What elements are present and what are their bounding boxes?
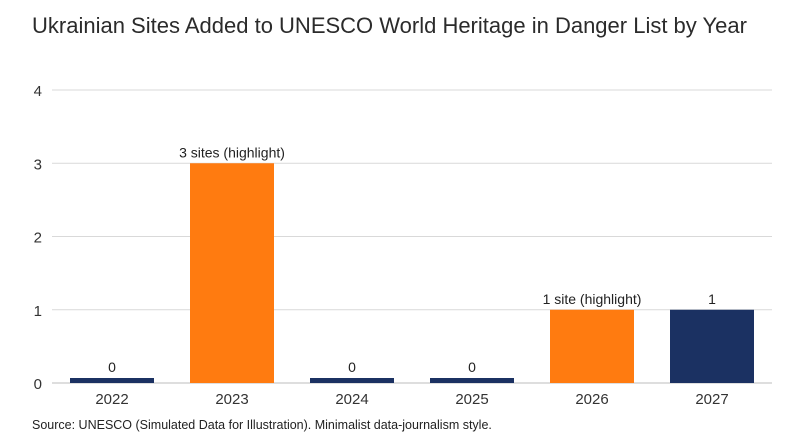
bar — [70, 378, 154, 383]
chart-title: Ukrainian Sites Added to UNESCO World He… — [32, 13, 747, 38]
bar-value-label: 0 — [468, 359, 476, 375]
bar-value-label: 3 sites (highlight) — [179, 144, 285, 160]
x-tick-label: 2027 — [695, 391, 728, 408]
bar — [550, 309, 634, 383]
y-tick-label: 0 — [34, 376, 42, 393]
bar — [670, 309, 754, 383]
source-note: Source: UNESCO (Simulated Data for Illus… — [32, 418, 492, 432]
y-tick-label: 3 — [34, 156, 42, 173]
y-tick-label: 4 — [34, 83, 42, 100]
y-tick-label: 2 — [34, 230, 42, 247]
bar — [310, 378, 394, 383]
bar — [190, 163, 274, 383]
bar-value-label: 0 — [108, 359, 116, 375]
x-tick-label: 2022 — [95, 391, 128, 408]
x-tick-label: 2025 — [455, 391, 488, 408]
bar — [430, 378, 514, 383]
bar-value-label: 1 — [708, 291, 716, 307]
x-tick-label: 2023 — [215, 391, 248, 408]
x-tick-label: 2026 — [575, 391, 608, 408]
x-tick-label: 2024 — [335, 391, 368, 408]
bar-value-label: 1 site (highlight) — [543, 291, 642, 307]
bar-value-label: 0 — [348, 359, 356, 375]
y-tick-label: 1 — [34, 303, 42, 320]
